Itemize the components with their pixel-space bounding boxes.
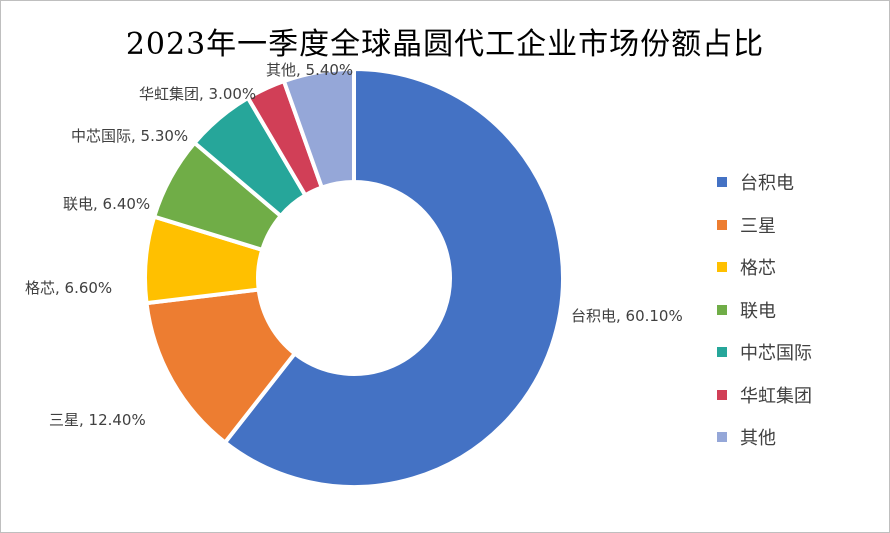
legend-label: 台积电 bbox=[740, 173, 794, 195]
legend-swatch bbox=[717, 219, 727, 230]
slice-data-label: 中芯国际, 5.30% bbox=[71, 127, 188, 145]
legend-item: 华虹集团 bbox=[717, 374, 887, 417]
legend: 台积电三星格芯联电中芯国际华虹集团其他 bbox=[717, 161, 887, 459]
legend-item: 联电 bbox=[717, 289, 887, 332]
legend-swatch bbox=[717, 432, 727, 443]
legend-label: 三星 bbox=[740, 215, 776, 237]
legend-item: 三星 bbox=[717, 204, 887, 247]
slice-data-label: 其他, 5.40% bbox=[266, 61, 353, 79]
legend-label: 联电 bbox=[740, 300, 776, 322]
slice-data-label: 格芯, 6.60% bbox=[25, 279, 112, 297]
legend-swatch bbox=[717, 347, 727, 358]
legend-item: 其他 bbox=[717, 416, 887, 459]
legend-swatch bbox=[717, 304, 727, 315]
slice-data-label: 三星, 12.40% bbox=[49, 411, 146, 429]
donut-slice bbox=[281, 66, 356, 191]
chart-title: 2023年一季度全球晶圆代工企业市场份额占比 bbox=[125, 27, 765, 62]
legend-label: 中芯国际 bbox=[740, 343, 812, 365]
legend-item: 中芯国际 bbox=[717, 331, 887, 374]
legend-swatch bbox=[717, 177, 727, 188]
legend-label: 其他 bbox=[740, 428, 776, 450]
legend-item: 台积电 bbox=[717, 161, 887, 204]
slice-data-label: 台积电, 60.10% bbox=[571, 307, 683, 325]
donut-slice bbox=[222, 66, 565, 489]
slice-data-label: 华虹集团, 3.00% bbox=[139, 85, 256, 103]
legend-label: 华虹集团 bbox=[740, 385, 812, 407]
legend-label: 格芯 bbox=[740, 258, 776, 280]
legend-swatch bbox=[717, 389, 727, 400]
legend-swatch bbox=[717, 262, 727, 273]
slice-data-label: 联电, 6.40% bbox=[63, 195, 150, 213]
legend-item: 格芯 bbox=[717, 246, 887, 289]
